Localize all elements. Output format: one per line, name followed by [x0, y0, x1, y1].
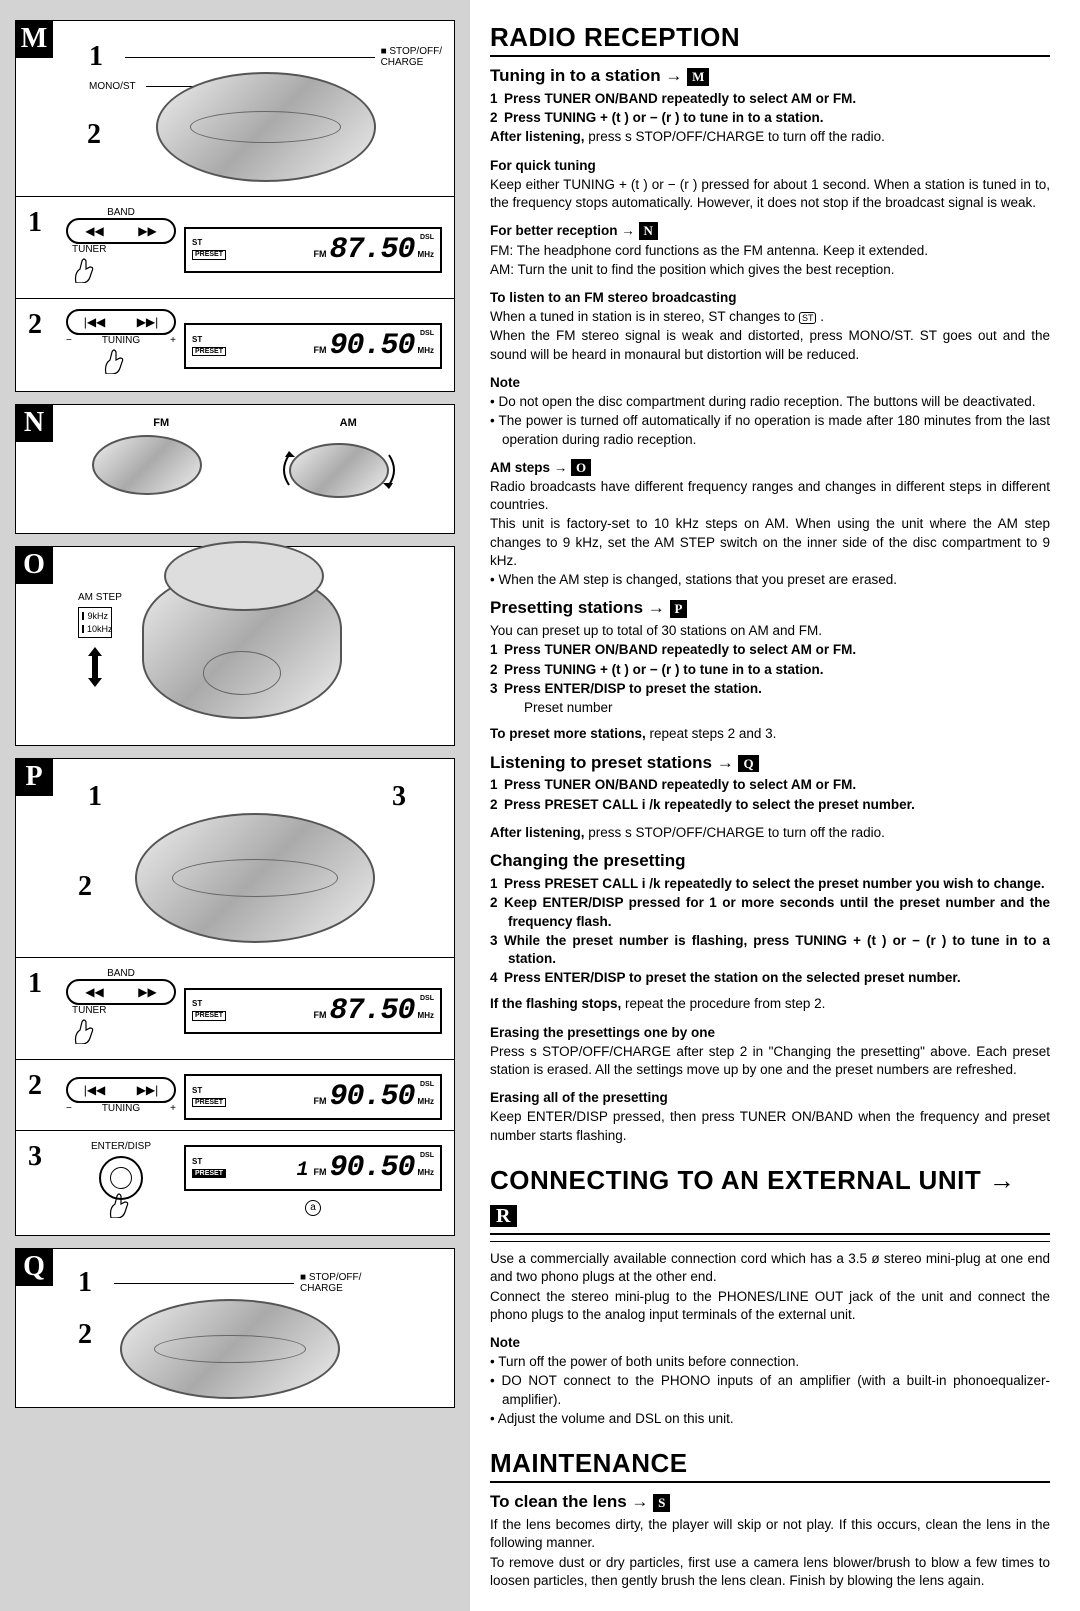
lcd-preset: PRESET — [192, 250, 226, 260]
text-column: RADIO RECEPTION Tuning in to a station →… — [470, 0, 1080, 1611]
band-label: BAND — [66, 207, 176, 218]
callout-2: 2 — [87, 119, 117, 151]
cd-player-illustration — [120, 1299, 340, 1399]
lcd-display-2: ST PRESET FM 90.50 MHz DSL — [184, 323, 442, 369]
heading-radio-reception: RADIO RECEPTION — [490, 20, 1050, 57]
h3-erase-all: Erasing all of the presetting — [490, 1089, 1050, 1107]
diagram-m: M 1 ■ STOP/OFF/ CHARGE MONO/ST 2 — [15, 20, 455, 392]
fm-label: FM — [153, 417, 169, 429]
lcd-dsl: DSL — [420, 233, 434, 242]
heading-maintenance: MAINTENANCE — [490, 1446, 1050, 1483]
ref-m: M — [687, 68, 709, 86]
p-callout-2: 2 — [78, 871, 108, 903]
stop-off-charge-label: ■ STOP/OFF/ CHARGE — [300, 1272, 361, 1294]
h2-tuning: Tuning in to a station → M — [490, 65, 1050, 88]
tuning-steps: 1Press TUNER ON/BAND repeatedly to selec… — [490, 90, 1050, 127]
lcd-mhz: MHz — [418, 250, 434, 259]
mono-st-label: MONO/ST — [89, 81, 136, 92]
diagram-q: Q 1 ■ STOP/OFF/ CHARGE 2 — [15, 1248, 455, 1408]
tuning-button-illustration: |◀◀▶▶| — [66, 309, 176, 335]
step-num-1: 1 — [28, 207, 58, 239]
open-player-illustration — [142, 569, 342, 719]
tuning-label: TUNING — [102, 335, 140, 346]
h3-am-steps: AM steps → O — [490, 459, 1050, 477]
opt-9khz: 9kHz — [87, 611, 108, 621]
heading-connecting: CONNECTING TO AN EXTERNAL UNIT → R — [490, 1163, 1050, 1235]
callout-1: 1 — [89, 41, 119, 73]
radio-notes: Do not open the disc compartment during … — [490, 393, 1050, 449]
diagram-o: O AM STEP 9kHz 10kHz — [15, 546, 455, 746]
stop-off-charge-label: ■ STOP/OFF/ CHARGE — [381, 46, 442, 68]
h2-clean-lens: To clean the lens → S — [490, 1491, 1050, 1514]
connect-notes: Turn off the power of both units before … — [490, 1353, 1050, 1428]
step-num-2: 2 — [28, 309, 58, 341]
am-label: AM — [340, 417, 357, 429]
p-step-3: 3 ENTER/DISP STPRESET 1 FM 90.50 — [28, 1141, 442, 1223]
p-step-2: 2 |◀◀▶▶| −TUNING+ STPRESET FM90.50MHz DS… — [28, 1070, 442, 1120]
p-step-1: 1 BAND ◀◀▶▶ TUNER STPRESET FM87.50MHz DS… — [28, 968, 442, 1049]
change-preset-steps: 1Press PRESET CALL i /k repeatedly to se… — [490, 875, 1050, 987]
band-tuner-button-illustration: ◀◀▶▶ — [66, 218, 176, 244]
amstep-label: AM STEP — [78, 592, 122, 603]
opt-10khz: 10kHz — [87, 624, 113, 634]
updown-arrow-icon — [80, 642, 110, 692]
m-step-1: 1 BAND ◀◀▶▶ TUNER ST PRESET FM 87.50 — [28, 207, 442, 288]
h3-note-2: Note — [490, 1334, 1050, 1352]
marker-a: a — [305, 1200, 321, 1216]
listen-preset-steps: 1Press TUNER ON/BAND repeatedly to selec… — [490, 776, 1050, 813]
ref-n: N — [639, 222, 658, 240]
p-callout-3: 3 — [392, 781, 422, 813]
lcd-display-1: ST PRESET FM 87.50 MHz DSL — [184, 227, 442, 273]
diagram-tag-n: N — [15, 404, 53, 442]
ref-p: P — [670, 600, 688, 618]
diagram-tag-m: M — [15, 20, 53, 58]
diagram-n: N FM AM — [15, 404, 455, 534]
cd-player-illustration — [135, 813, 375, 943]
hand-press-icon — [101, 1190, 141, 1218]
h3-note-1: Note — [490, 374, 1050, 392]
diagram-tag-o: O — [15, 546, 53, 584]
lcd-freq-2: 90.50 — [330, 329, 415, 363]
tuner-label: TUNER — [66, 244, 176, 255]
lcd-st: ST — [192, 239, 226, 248]
ref-o: O — [571, 459, 591, 477]
diagram-p: P 1 3 2 1 BAND ◀◀▶▶ TUNER — [15, 758, 455, 1236]
h3-erase-one: Erasing the presettings one by one — [490, 1024, 1050, 1042]
cd-player-illustration — [156, 72, 376, 182]
h2-presetting: Presetting stations → P — [490, 597, 1050, 620]
enter-disp-label: ENTER/DISP — [66, 1141, 176, 1152]
q-callout-2: 2 — [78, 1319, 108, 1351]
lcd-fm: FM — [314, 249, 327, 259]
am-device-illustration — [289, 443, 389, 498]
hand-press-icon — [66, 1016, 106, 1044]
h3-quick-tuning: For quick tuning — [490, 157, 1050, 175]
q-callout-1: 1 — [78, 1267, 108, 1299]
h2-changing-preset: Changing the presetting — [490, 850, 1050, 873]
h3-fm-stereo: To listen to an FM stereo broadcasting — [490, 289, 1050, 307]
lcd-preset-num: 1 — [297, 1159, 309, 1182]
ref-q: Q — [738, 755, 758, 773]
m-step-2: 2 |◀◀▶▶| −TUNING+ ST PRESET FM 90.50 MHz — [28, 309, 442, 379]
h2-listening-preset: Listening to preset stations → Q — [490, 752, 1050, 775]
hand-press-icon — [96, 346, 136, 374]
diagram-tag-q: Q — [15, 1248, 53, 1286]
ref-r: R — [490, 1205, 517, 1227]
preset-steps: 1Press TUNER ON/BAND repeatedly to selec… — [490, 641, 1050, 698]
hand-press-icon — [66, 255, 106, 283]
lcd-freq: 87.50 — [330, 233, 415, 267]
ref-s: S — [653, 1494, 670, 1512]
p-callout-1: 1 — [88, 781, 118, 813]
fm-device-illustration — [92, 435, 202, 495]
diagrams-column: M 1 ■ STOP/OFF/ CHARGE MONO/ST 2 — [0, 0, 470, 1611]
h3-better-reception: For better reception → N — [490, 222, 1050, 240]
